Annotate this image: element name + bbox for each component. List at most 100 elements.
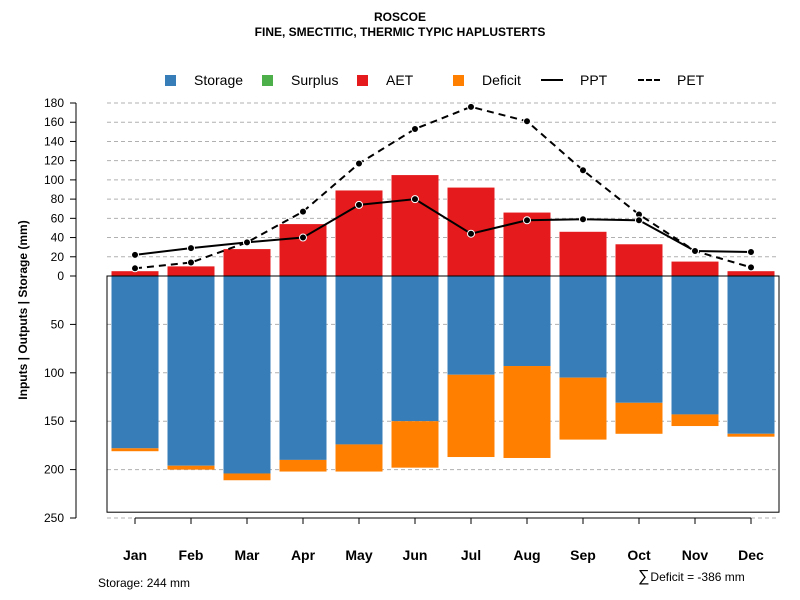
point-ppt-apr [299,233,307,242]
bar-aet-oct [615,244,663,276]
bar-storage-dec [727,276,775,434]
bar-deficit-mar [223,473,271,481]
legend-label-pet: PET [677,72,705,88]
deficit-note: ∑ Deficit = -386 mm [638,568,745,586]
bar-storage-apr [279,276,327,460]
y-tick-label-20: 20 [51,250,65,264]
bar-aet-jun [391,175,439,276]
x-tick-label-oct: Oct [627,547,651,563]
x-tick-label-jul: Jul [461,547,481,563]
point-ppt-mar [243,238,251,247]
bar-aet-feb [167,266,215,276]
bar-aet-jan [111,271,159,276]
deficit-note-text: Deficit = -386 mm [650,570,745,584]
point-ppt-aug [523,216,531,225]
y-tick-label-40: 40 [51,231,65,245]
bar-deficit-apr [279,459,327,472]
bars [111,175,775,481]
legend-line-ppt [541,79,563,81]
legend-label-surplus: Surplus [291,72,339,88]
bar-aet-apr [279,224,327,276]
x-tick-label-sep: Sep [570,547,596,563]
y-tick-label-lower-100: 100 [44,366,64,380]
y-tick-label-100: 100 [44,173,64,187]
y-tick-label-140: 140 [44,134,64,148]
point-pet-aug [523,117,531,126]
y-axis-title: Inputs | Outputs | Storage (mm) [16,220,30,399]
bar-deficit-nov [671,414,719,427]
x-tick-label-mar: Mar [235,547,260,563]
legend-swatch-surplus [262,74,273,86]
x-tick-label-apr: Apr [291,547,316,563]
bar-storage-may [335,276,383,445]
chart-title: ROSCOE [373,10,426,24]
point-pet-apr [299,207,307,216]
bar-deficit-aug [503,366,551,458]
point-ppt-feb [187,244,195,253]
bar-deficit-jan [111,448,159,452]
bar-storage-oct [615,276,663,403]
bar-storage-feb [167,276,215,466]
y-tick-label-180: 180 [44,96,64,110]
y-tick-label-60: 60 [51,211,65,225]
legend-item-ppt: PPT [541,70,607,90]
axis-labels: 0 20 40 60 80 100 120 140 160 180 50 100 150 200 250 Ja… [16,96,764,563]
y-tick-label-lower-50: 50 [51,317,65,331]
y-tick-label-120: 120 [44,154,64,168]
point-pet-may [355,159,363,168]
y-tick-label-lower-250: 250 [44,511,64,525]
chart-subtitle: FINE, SMECTITIC, THERMIC TYPIC HAPLUSTER… [254,25,546,39]
bar-aet-nov [671,261,719,276]
bar-aet-mar [223,249,271,276]
legend-label-deficit: Deficit [482,72,521,88]
legend-item-deficit: Deficit [453,70,521,90]
y-tick-label-160: 160 [44,115,64,129]
legend-item-pet: PET [638,70,704,90]
bar-storage-aug [503,276,551,367]
line-ppt [134,198,752,256]
point-ppt-jan [131,250,139,259]
axes [70,102,780,524]
point-pet-jan [131,264,139,273]
legend-item-aet: AET [357,70,413,90]
point-pet-sep [579,166,587,175]
x-tick-label-aug: Aug [513,547,540,563]
bar-storage-jul [447,276,495,375]
bar-deficit-feb [167,465,215,470]
bar-deficit-sep [559,377,607,440]
bar-storage-jan [111,276,159,449]
point-ppt-nov [691,247,699,256]
legend-swatch-storage [165,74,176,86]
point-pet-jun [411,124,419,133]
bar-deficit-jul [447,374,495,458]
point-ppt-jul [467,229,475,238]
bar-deficit-may [335,444,383,472]
point-ppt-sep [579,215,587,224]
legend-swatch-deficit [453,74,464,86]
y-tick-label-lower-150: 150 [44,414,64,428]
bar-deficit-oct [615,402,663,434]
legend-label-aet: AET [386,72,414,88]
legend-label-ppt: PPT [580,72,608,88]
y-tick-label-lower-200: 200 [44,463,64,477]
legend-item-storage: Storage [165,70,243,90]
line-pet [134,105,752,270]
point-pet-feb [187,258,195,267]
x-tick-label-feb: Feb [179,547,204,563]
point-ppt-oct [635,216,643,225]
bar-storage-jun [391,276,439,422]
point-ppt-jun [411,195,419,204]
y-tick-label-80: 80 [51,192,65,206]
point-ppt-may [355,200,363,209]
legend: Storage Surplus AET Deficit PPT PET [0,70,800,90]
bar-aet-dec [727,271,775,276]
bar-deficit-dec [727,433,775,437]
x-tick-label-nov: Nov [682,547,709,563]
bar-storage-mar [223,276,271,474]
lines [131,102,755,273]
bar-deficit-jun [391,421,439,468]
point-pet-dec [747,263,755,272]
x-tick-label-jun: Jun [403,547,428,563]
x-tick-label-dec: Dec [738,547,764,563]
